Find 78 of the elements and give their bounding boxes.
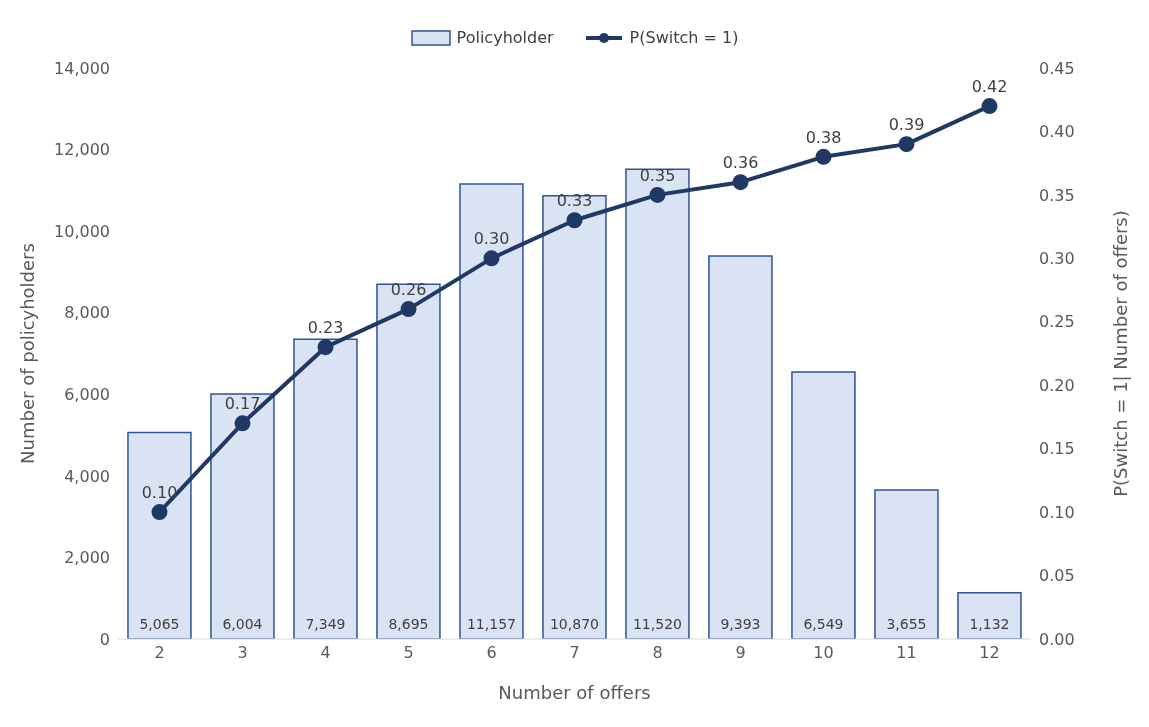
bar bbox=[459, 183, 524, 639]
y2-tick-label: 0.35 bbox=[1039, 185, 1075, 205]
bar bbox=[957, 592, 1022, 639]
y-tick-label: 2,000 bbox=[64, 548, 110, 568]
data-label: 9,393 bbox=[720, 616, 761, 632]
data-label: 7,349 bbox=[305, 616, 346, 632]
data-label: 5,065 bbox=[139, 616, 180, 632]
y2-tick-label: 0.20 bbox=[1039, 375, 1075, 395]
point bbox=[815, 148, 832, 165]
data-label: 0.26 bbox=[390, 280, 427, 300]
data-label: 3,655 bbox=[886, 616, 927, 632]
data-label: 0.35 bbox=[639, 165, 676, 185]
data-label: 0.23 bbox=[307, 318, 344, 338]
y2-axis-title: P(Switch = 1| Number of offers) bbox=[1110, 210, 1132, 497]
x-tick-label: 4 bbox=[320, 643, 331, 663]
x-tick-label: 3 bbox=[237, 643, 248, 663]
x-tick-label: 9 bbox=[735, 643, 746, 663]
y-tick-label: 8,000 bbox=[64, 303, 110, 323]
y-tick-label: 0 bbox=[99, 629, 110, 649]
y2-tick-label: 0.10 bbox=[1039, 502, 1075, 522]
point bbox=[151, 504, 168, 521]
x-tick-label: 11 bbox=[896, 643, 917, 663]
y-tick-label: 10,000 bbox=[54, 221, 110, 241]
x-tick-label: 10 bbox=[813, 643, 834, 663]
x-tick-label: 2 bbox=[154, 643, 165, 663]
x-tick-label: 6 bbox=[486, 643, 497, 663]
y-tick-label: 6,000 bbox=[64, 384, 110, 404]
data-label: 0.17 bbox=[224, 394, 261, 414]
point bbox=[566, 212, 583, 229]
x-tick-label: 5 bbox=[403, 643, 414, 663]
x-tick-label: 7 bbox=[569, 643, 580, 663]
data-label: 0.39 bbox=[888, 115, 925, 135]
data-label: 6,549 bbox=[803, 616, 844, 632]
point bbox=[483, 250, 500, 267]
x-axis-title: Number of offers bbox=[498, 682, 651, 703]
point bbox=[317, 339, 334, 356]
bar bbox=[708, 255, 773, 639]
data-label: 0.10 bbox=[141, 483, 178, 503]
data-label: 8,695 bbox=[388, 616, 429, 632]
y2-tick-label: 0.05 bbox=[1039, 566, 1075, 586]
point bbox=[898, 136, 915, 153]
bar bbox=[625, 168, 690, 639]
x-tick-label: 8 bbox=[652, 643, 663, 663]
data-label: 10,870 bbox=[549, 616, 599, 632]
point bbox=[649, 186, 666, 203]
data-label: 0.38 bbox=[805, 127, 842, 147]
bar bbox=[874, 489, 939, 639]
y2-tick-label: 0.25 bbox=[1039, 312, 1075, 332]
y2-tick-label: 0.00 bbox=[1039, 629, 1075, 649]
x-tick-label: 12 bbox=[979, 643, 1000, 663]
data-label: 11,157 bbox=[466, 616, 516, 632]
data-label: 0.33 bbox=[556, 191, 593, 211]
legend-label: P(Switch = 1) bbox=[628, 28, 739, 47]
data-label: 1,132 bbox=[969, 616, 1010, 632]
bar bbox=[376, 283, 441, 639]
y-axis-title: Number of policyholders bbox=[17, 243, 39, 464]
y-tick-label: 4,000 bbox=[64, 466, 110, 486]
y2-tick-label: 0.15 bbox=[1039, 439, 1075, 459]
bar bbox=[791, 371, 856, 639]
data-label: 6,004 bbox=[222, 616, 263, 632]
y2-tick-label: 0.30 bbox=[1039, 249, 1075, 269]
legend-label: Policyholder bbox=[455, 28, 554, 47]
point bbox=[234, 415, 251, 432]
data-label: 0.30 bbox=[473, 229, 510, 249]
bar bbox=[210, 393, 275, 639]
bar bbox=[293, 338, 358, 639]
data-label: 0.42 bbox=[971, 77, 1008, 97]
y2-tick-label: 0.45 bbox=[1039, 58, 1075, 78]
y2-tick-label: 0.40 bbox=[1039, 122, 1075, 142]
data-label: 11,520 bbox=[632, 616, 682, 632]
point bbox=[400, 301, 417, 318]
data-label: 0.36 bbox=[722, 153, 759, 173]
y-tick-label: 12,000 bbox=[54, 140, 110, 160]
point bbox=[732, 174, 749, 191]
y-tick-label: 14,000 bbox=[54, 58, 110, 78]
bar bbox=[127, 431, 192, 639]
point bbox=[981, 98, 998, 115]
bar bbox=[542, 194, 607, 639]
